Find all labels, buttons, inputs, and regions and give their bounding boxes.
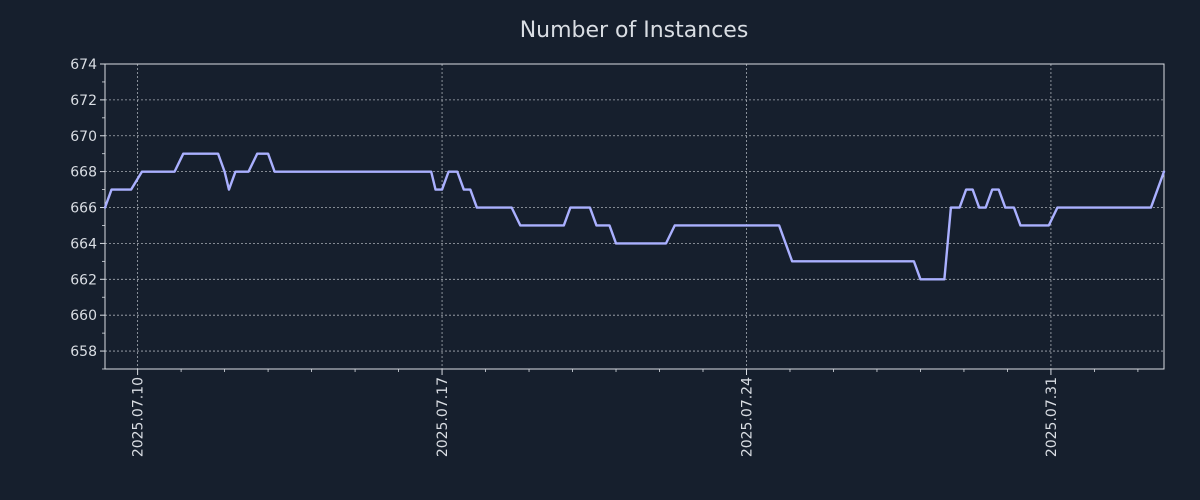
y-tick-label-660: 660 <box>70 308 97 324</box>
y-tick-label-668: 668 <box>70 165 97 181</box>
grid-layer <box>105 64 1164 369</box>
chart-title: Number of Instances <box>520 18 749 43</box>
x-tick-label-2: 2025.07.24 <box>739 377 755 457</box>
plot-area <box>104 63 1165 370</box>
y-tick-label-666: 666 <box>70 201 97 217</box>
y-tick-label-662: 662 <box>70 272 97 288</box>
series-layer <box>103 152 1166 281</box>
series-line-instances <box>103 152 1166 281</box>
y-tick-label-664: 664 <box>70 236 97 252</box>
y-tick-label-672: 672 <box>70 93 97 109</box>
y-tick-label-670: 670 <box>70 129 97 145</box>
x-tick-label-1: 2025.07.17 <box>435 377 451 457</box>
x-tick-label-0: 2025.07.10 <box>131 377 147 457</box>
tick-layer: 658 660 662 664 666 668 670 672 674 2025.07.10 202… <box>70 57 1139 457</box>
y-tick-label-658: 658 <box>70 344 97 360</box>
x-tick-label-3: 2025.07.31 <box>1044 377 1060 457</box>
y-tick-label-674: 674 <box>70 57 97 73</box>
